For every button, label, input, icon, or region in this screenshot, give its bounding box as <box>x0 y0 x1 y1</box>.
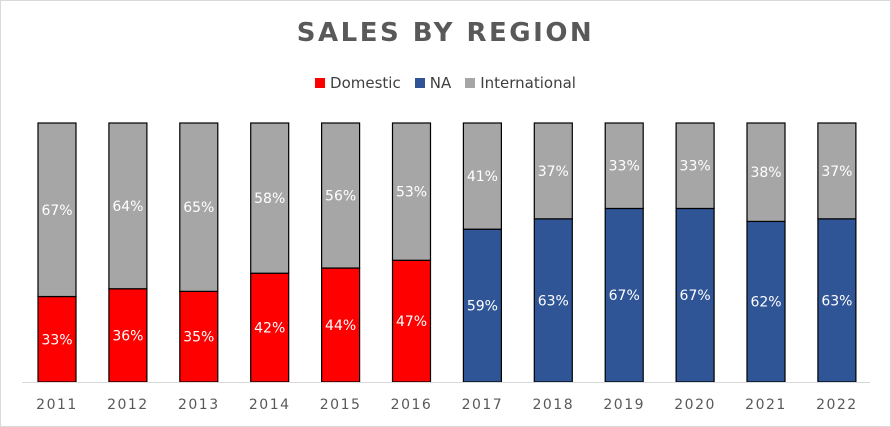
data-label-international-2016: 53% <box>396 185 427 201</box>
legend-item-na: NA <box>414 74 452 92</box>
x-tick-label-2018: 2018 <box>532 397 574 413</box>
legend-label-na: NA <box>429 74 452 92</box>
legend-item-domestic: Domestic <box>315 74 401 92</box>
x-tick-label-2015: 2015 <box>320 397 362 413</box>
data-label-international-2022: 37% <box>821 164 852 180</box>
data-label-international-2019: 33% <box>609 159 640 175</box>
bar-domestic-2014 <box>250 272 290 383</box>
bar-domestic-2013 <box>179 290 219 383</box>
bar-international-2013 <box>179 122 219 292</box>
data-label-international-2018: 37% <box>538 164 569 180</box>
x-tick-label-2016: 2016 <box>391 397 433 413</box>
legend: Domestic NA International <box>0 74 891 92</box>
x-tick-label-2013: 2013 <box>178 397 220 413</box>
data-label-domestic-2011: 33% <box>41 332 72 348</box>
data-label-international-2020: 33% <box>680 159 711 175</box>
data-label-domestic-2016: 47% <box>396 314 427 330</box>
x-tick-label-2017: 2017 <box>462 397 504 413</box>
bar-na-2017 <box>462 228 502 383</box>
bar-na-2018 <box>533 218 573 383</box>
data-label-international-2015: 56% <box>325 189 356 205</box>
data-label-na-2021: 62% <box>750 295 781 311</box>
data-label-na-2020: 67% <box>680 288 711 304</box>
data-label-international-2021: 38% <box>750 165 781 181</box>
legend-swatch-international <box>465 78 476 88</box>
x-tick-label-2011: 2011 <box>36 397 78 413</box>
bar-international-2011 <box>37 122 77 298</box>
data-label-domestic-2013: 35% <box>183 330 214 346</box>
data-label-domestic-2015: 44% <box>325 318 356 334</box>
bar-domestic-2016 <box>391 259 432 383</box>
x-tick-label-2021: 2021 <box>745 397 787 413</box>
bar-na-2019 <box>604 207 644 383</box>
legend-swatch-na <box>414 78 425 88</box>
bar-international-2014 <box>250 122 290 274</box>
data-label-international-2017: 41% <box>467 169 498 185</box>
bar-international-2012 <box>108 122 148 290</box>
x-tick-label-2012: 2012 <box>107 397 149 413</box>
bar-international-2021 <box>746 122 786 223</box>
data-label-na-2017: 59% <box>467 299 498 315</box>
data-label-na-2022: 63% <box>821 293 852 309</box>
x-tick-label-2014: 2014 <box>249 397 291 413</box>
legend-swatch-domestic <box>315 78 326 88</box>
bar-international-2016 <box>391 122 432 261</box>
data-label-domestic-2012: 36% <box>112 328 143 344</box>
legend-item-international: International <box>465 74 576 92</box>
bar-na-2020 <box>675 207 715 383</box>
data-label-international-2014: 58% <box>254 191 285 207</box>
data-label-domestic-2014: 42% <box>254 321 285 337</box>
x-tick-label-2022: 2022 <box>816 397 858 413</box>
data-label-na-2019: 67% <box>609 288 640 304</box>
data-label-international-2012: 64% <box>112 199 143 215</box>
bar-na-2022 <box>817 218 857 383</box>
bar-international-2019 <box>604 122 644 210</box>
x-tick-label-2019: 2019 <box>603 397 645 413</box>
legend-label-international: International <box>480 74 576 92</box>
data-label-na-2018: 63% <box>538 293 569 309</box>
bar-international-2022 <box>817 122 857 220</box>
bar-na-2021 <box>746 220 786 383</box>
data-label-international-2011: 67% <box>41 203 72 219</box>
chart-title: SALES BY REGION <box>296 18 595 48</box>
bar-international-2017 <box>462 122 502 230</box>
bar-international-2018 <box>533 122 573 220</box>
legend-label-domestic: Domestic <box>330 74 401 92</box>
bar-international-2015 <box>321 122 361 269</box>
bar-international-2020 <box>675 122 715 210</box>
x-tick-label-2020: 2020 <box>674 397 716 413</box>
data-label-international-2013: 65% <box>183 200 214 216</box>
